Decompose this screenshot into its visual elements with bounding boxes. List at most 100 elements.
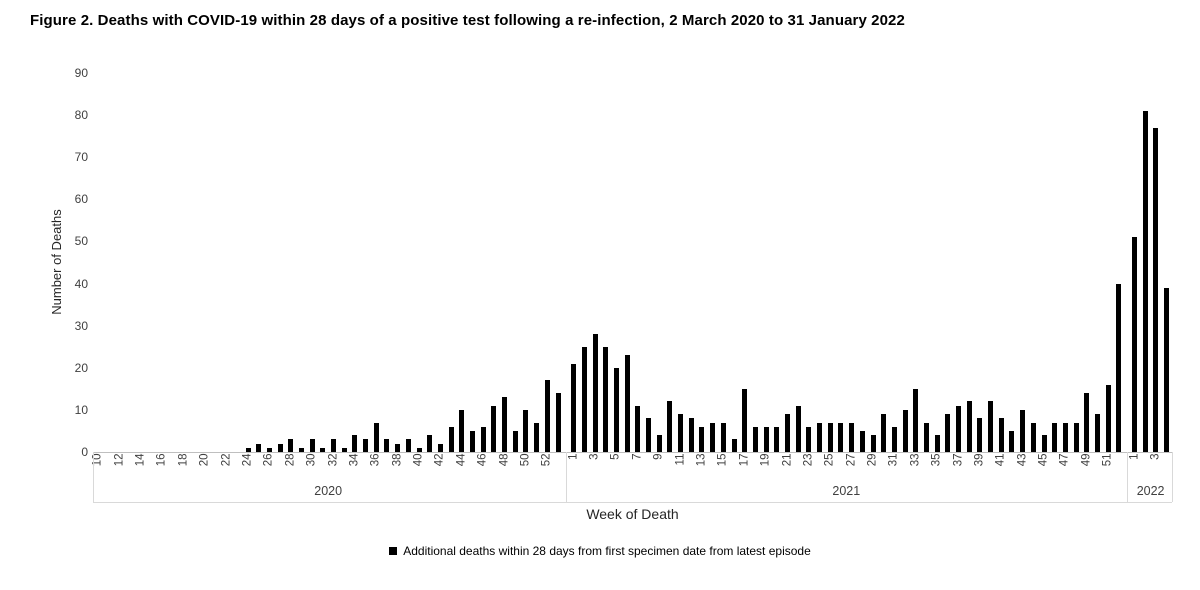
x-tick-label: 47 xyxy=(1058,453,1071,467)
x-tick-label: 22 xyxy=(220,453,233,467)
x-tick-label: 43 xyxy=(1016,453,1029,467)
bar xyxy=(1116,283,1122,452)
bar xyxy=(849,422,855,452)
bar xyxy=(1095,414,1100,452)
x-tick-label: 36 xyxy=(369,453,382,467)
bar xyxy=(523,409,529,452)
bar xyxy=(512,430,518,452)
x-tick-label: 5 xyxy=(609,453,622,460)
bar xyxy=(881,414,887,452)
x-tick-label: 48 xyxy=(498,453,511,467)
bar xyxy=(1105,384,1111,452)
x-tick-label: 40 xyxy=(412,453,425,467)
x-tick-label: 45 xyxy=(1037,453,1050,467)
bar xyxy=(795,405,801,452)
x-tick-label: 23 xyxy=(802,453,815,467)
x-tick-label: 29 xyxy=(866,453,879,467)
x-tick-label: 1 xyxy=(1128,453,1141,460)
x-tick-label: 18 xyxy=(177,453,190,467)
bar xyxy=(309,439,315,452)
bar xyxy=(469,430,475,452)
x-tick-label: 16 xyxy=(155,453,168,467)
bar xyxy=(1020,409,1026,452)
bar xyxy=(934,435,940,452)
x-tick-label: 1 xyxy=(567,453,580,460)
x-tick-label: 20 xyxy=(198,453,211,467)
chart-title: Figure 2. Deaths with COVID-19 within 28… xyxy=(30,12,905,29)
bar xyxy=(1062,422,1068,452)
legend-square-marker-icon xyxy=(389,547,398,555)
bar xyxy=(913,388,919,452)
y-tick-label: 50 xyxy=(74,234,88,249)
bar xyxy=(480,426,486,452)
bar xyxy=(1041,435,1047,452)
y-axis-title: Number of Deaths xyxy=(49,209,64,315)
bar xyxy=(998,418,1004,452)
x-tick-label: 44 xyxy=(455,453,468,467)
bar xyxy=(571,363,577,452)
bar xyxy=(977,418,983,452)
x-tick-label: 37 xyxy=(952,453,965,467)
bar xyxy=(774,426,780,452)
x-tick-label: 52 xyxy=(540,453,553,467)
x-tick-label: 30 xyxy=(305,453,318,467)
x-tick-label: 49 xyxy=(1080,453,1093,467)
bar xyxy=(1030,422,1036,452)
bar xyxy=(785,414,790,452)
year-label: 2022 xyxy=(1136,484,1165,498)
bar xyxy=(870,435,876,452)
bar xyxy=(902,409,908,452)
bar xyxy=(1164,287,1170,452)
y-tick-label: 90 xyxy=(74,66,88,80)
bar xyxy=(320,447,326,452)
bar xyxy=(245,447,251,452)
x-tick-label: 31 xyxy=(887,453,900,467)
bar xyxy=(624,355,630,452)
bar xyxy=(341,447,347,452)
x-tick-label: 14 xyxy=(134,453,147,467)
x-tick-label: 24 xyxy=(241,453,254,467)
x-tick-label: 9 xyxy=(652,453,665,460)
x-tick-label: 21 xyxy=(781,453,793,467)
bar xyxy=(667,401,673,452)
x-tick-label: 26 xyxy=(262,453,275,467)
bar xyxy=(603,346,609,452)
bar xyxy=(710,422,716,452)
bar xyxy=(459,409,465,452)
y-tick-label: 30 xyxy=(74,318,88,333)
x-tick-label: 25 xyxy=(823,453,836,467)
bar xyxy=(363,439,369,452)
x-tick-label: 39 xyxy=(973,453,986,467)
bar xyxy=(720,422,726,452)
bar xyxy=(592,334,598,452)
x-tick-label: 11 xyxy=(674,453,687,466)
x-tick-label: 15 xyxy=(716,453,729,467)
x-tick-label: 28 xyxy=(284,453,297,467)
y-tick-label: 10 xyxy=(74,402,88,417)
bar xyxy=(1073,422,1079,452)
bar xyxy=(544,380,550,452)
x-tick-label: 35 xyxy=(930,453,943,467)
bar xyxy=(688,418,694,452)
bar xyxy=(1142,110,1148,452)
year-separator xyxy=(1127,452,1128,502)
x-tick-label: 38 xyxy=(391,453,404,467)
x-tick-label: 17 xyxy=(738,453,751,467)
x-tick-label: 41 xyxy=(994,453,1007,467)
x-tick-label: 27 xyxy=(845,453,858,467)
bar xyxy=(1084,393,1090,452)
bar xyxy=(288,439,294,452)
bar xyxy=(437,443,443,452)
bar xyxy=(416,447,422,452)
x-tick-label: 50 xyxy=(519,453,532,467)
bar xyxy=(427,435,433,452)
bar xyxy=(817,422,823,452)
bar xyxy=(742,388,748,452)
bar xyxy=(1052,422,1058,452)
x-tick-label: 33 xyxy=(909,453,922,467)
bar xyxy=(827,422,833,452)
x-tick-label: 46 xyxy=(476,453,489,467)
bar xyxy=(859,430,865,452)
bar xyxy=(838,422,844,452)
